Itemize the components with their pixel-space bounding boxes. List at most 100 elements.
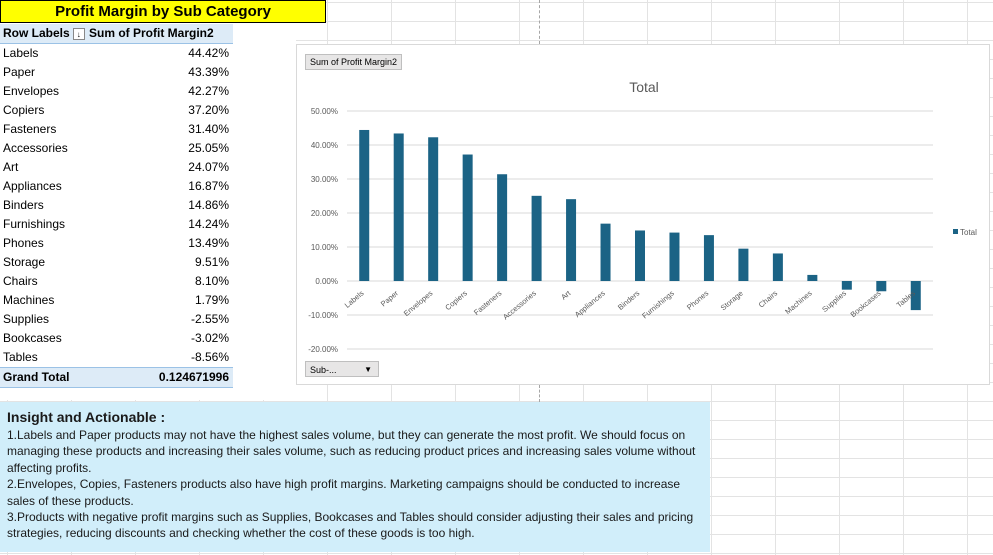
- pivot-row-label: Furnishings: [3, 217, 66, 231]
- insight-heading: Insight and Actionable :: [7, 409, 166, 425]
- pivot-row[interactable]: Tables -8.56%: [0, 348, 233, 367]
- legend-label: Total: [960, 228, 977, 237]
- bar-appliances: [600, 223, 611, 281]
- pivot-rows: Labels 44.42% Paper 43.39% Envelopes 42.27% Co…: [0, 44, 233, 367]
- pivot-row-value: 14.24%: [188, 217, 229, 231]
- insight-point: 3.Products with negative profit margins …: [7, 510, 694, 541]
- x-tick-label: Art: [559, 288, 573, 302]
- x-tick-label: Fasteners: [472, 288, 504, 316]
- y-tick-label: 20.00%: [311, 209, 338, 218]
- grand-total-label: Grand Total: [3, 370, 70, 384]
- pivot-row-value: 42.27%: [188, 84, 229, 98]
- pivot-header: Row Labels ↓ Sum of Profit Margin2: [0, 24, 233, 44]
- pivot-row-value: 24.07%: [188, 160, 229, 174]
- sub-category-filter-label: Sub-...: [310, 365, 337, 375]
- value-field-button[interactable]: Sum of Profit Margin2: [305, 54, 403, 70]
- pivot-row[interactable]: Supplies -2.55%: [0, 310, 233, 329]
- bar-labels: [359, 129, 370, 281]
- pivot-row-value: -8.56%: [190, 350, 229, 364]
- y-tick-label: -20.00%: [308, 345, 338, 354]
- pivot-row-value: 8.10%: [194, 274, 229, 288]
- sheet-title[interactable]: Profit Margin by Sub Category: [0, 0, 326, 23]
- pivot-row-value: 1.79%: [194, 293, 229, 307]
- x-tick-label: Labels: [343, 288, 366, 309]
- pivot-row-value: 31.40%: [188, 122, 229, 136]
- pivot-row-label: Fasteners: [3, 122, 57, 136]
- pivot-row[interactable]: Fasteners 31.40%: [0, 120, 233, 139]
- pivot-chart[interactable]: Sum of Profit Margin2 Total -20.00% -10.0…: [296, 44, 990, 385]
- pivot-row[interactable]: Appliances 16.87%: [0, 177, 233, 196]
- pivot-row[interactable]: Chairs 8.10%: [0, 272, 233, 291]
- pivot-row[interactable]: Binders 14.86%: [0, 196, 233, 215]
- insight-box[interactable]: Insight and Actionable : 1.Labels and Pa…: [0, 402, 710, 552]
- pivot-row-label: Binders: [3, 198, 44, 212]
- pivot-row-label: Phones: [3, 236, 44, 250]
- chart-plot-area[interactable]: -20.00% -10.00% 0.00% 10.00% 20.00% 30.00% 40.…: [297, 45, 991, 386]
- x-tick-label: Phones: [685, 288, 710, 311]
- pivot-row-label: Machines: [3, 293, 55, 307]
- y-tick-label: 50.00%: [311, 107, 338, 116]
- pivot-row-label: Art: [3, 160, 19, 174]
- x-tick-label: Copiers: [443, 288, 469, 312]
- value-header[interactable]: Sum of Profit Margin2: [89, 26, 214, 40]
- pivot-row-value: 13.49%: [188, 236, 229, 250]
- bar-art: [566, 199, 577, 281]
- pivot-row[interactable]: Copiers 37.20%: [0, 101, 233, 120]
- bar-envelopes: [428, 137, 439, 281]
- pivot-row[interactable]: Accessories 25.05%: [0, 139, 233, 158]
- pivot-row-label: Appliances: [3, 179, 62, 193]
- pivot-row[interactable]: Bookcases -3.02%: [0, 329, 233, 348]
- pivot-row-label: Supplies: [3, 312, 50, 326]
- pivot-row[interactable]: Art 24.07%: [0, 158, 233, 177]
- pivot-row[interactable]: Envelopes 42.27%: [0, 82, 233, 101]
- bar-paper: [393, 133, 404, 281]
- bar-supplies: [841, 281, 852, 290]
- pivot-row-value: 14.86%: [188, 198, 229, 212]
- y-tick-label: -10.00%: [308, 311, 338, 320]
- pivot-row-value: 16.87%: [188, 179, 229, 193]
- x-tick-label: Storage: [719, 289, 745, 313]
- bar-furnishings: [669, 232, 680, 281]
- bar-copiers: [462, 154, 473, 281]
- x-tick-label: Paper: [379, 288, 401, 308]
- row-labels-header[interactable]: Row Labels ↓: [0, 24, 86, 43]
- pivot-row-label: Bookcases: [3, 331, 62, 345]
- chart-title[interactable]: Total: [629, 79, 659, 95]
- bar-chairs: [772, 253, 783, 281]
- pivot-row-value: 44.42%: [188, 46, 229, 60]
- pivot-row[interactable]: Labels 44.42%: [0, 44, 233, 63]
- pivot-row-value: 43.39%: [188, 65, 229, 79]
- pivot-row-label: Chairs: [3, 274, 38, 288]
- insight-point: 2.Envelopes, Copies, Fasteners products …: [7, 477, 681, 508]
- y-tick-label: 0.00%: [315, 277, 338, 286]
- insight-point: 1.Labels and Paper products may not have…: [7, 428, 696, 475]
- bar-fasteners: [497, 174, 508, 281]
- pivot-row[interactable]: Storage 9.51%: [0, 253, 233, 272]
- bar-storage: [738, 248, 749, 281]
- page-break-line: [539, 385, 540, 402]
- y-tick-label: 40.00%: [311, 141, 338, 150]
- worksheet-area: [0, 0, 296, 400]
- x-tick-label: Accessories: [501, 288, 538, 321]
- pivot-row[interactable]: Paper 43.39%: [0, 63, 233, 82]
- pivot-row[interactable]: Machines 1.79%: [0, 291, 233, 310]
- pivot-row-label: Labels: [3, 46, 39, 60]
- pivot-row[interactable]: Furnishings 14.24%: [0, 215, 233, 234]
- x-tick-label: Machines: [783, 288, 814, 316]
- page-break-line: [539, 0, 540, 44]
- sort-filter-icon[interactable]: ↓: [72, 27, 85, 40]
- pivot-row-value: -3.02%: [190, 331, 229, 345]
- dropdown-arrow-icon: ▼: [364, 365, 372, 374]
- bar-binders: [635, 230, 645, 281]
- pivot-row[interactable]: Phones 13.49%: [0, 234, 233, 253]
- sub-category-filter-button[interactable]: Sub-... ▼: [305, 361, 379, 377]
- x-tick-label: Furnishings: [640, 288, 676, 320]
- pivot-row-value: -2.55%: [190, 312, 229, 326]
- grand-total-row[interactable]: Grand Total 0.124671996: [0, 367, 233, 388]
- pivot-row-label: Paper: [3, 65, 36, 79]
- legend-swatch: [953, 229, 958, 234]
- pivot-table: Row Labels ↓ Sum of Profit Margin2 Label…: [0, 24, 233, 388]
- pivot-row-label: Envelopes: [3, 84, 60, 98]
- bar-bookcases: [876, 281, 887, 292]
- bar-accessories: [531, 195, 542, 281]
